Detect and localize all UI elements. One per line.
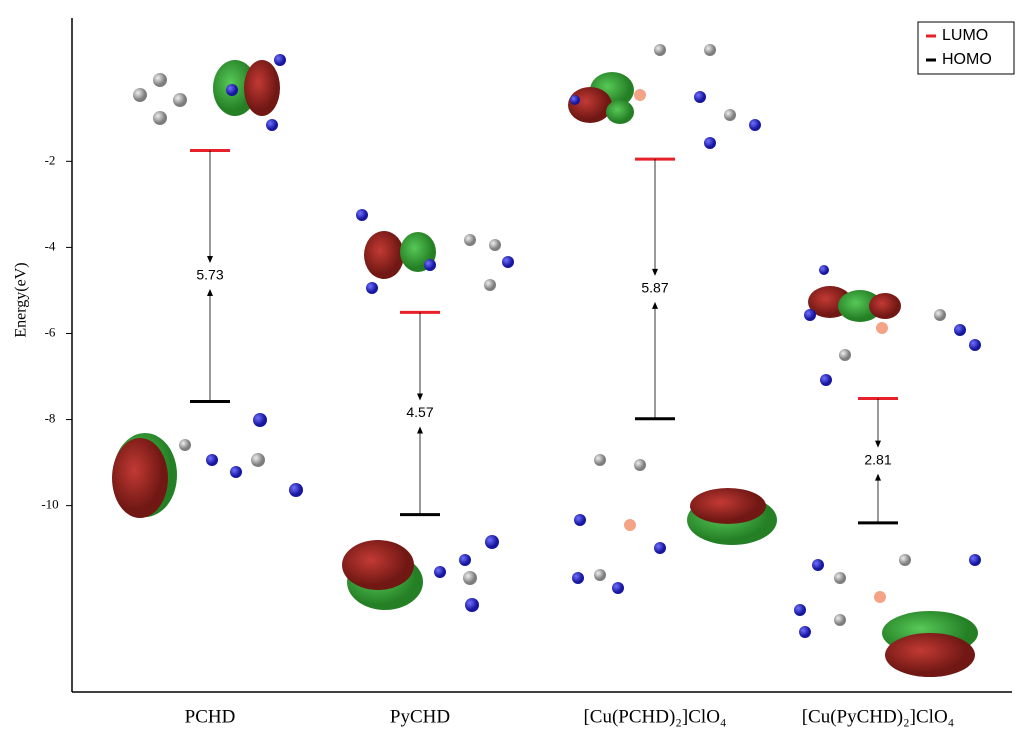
y-tick-label: -4: [45, 238, 56, 253]
legend-label: LUMO: [942, 27, 988, 44]
arrow-head: [652, 302, 658, 309]
gap-label: 5.87: [641, 280, 668, 296]
x-tick-label: PCHD: [185, 706, 236, 727]
arrow-head: [875, 441, 881, 448]
gap-label: 5.73: [196, 267, 223, 283]
x-tick-label: PyCHD: [390, 706, 450, 727]
chart: Energy(eV) -2 -4 -6 -8 -10 PCHD 5.73 PyCHD 4.57 […: [0, 0, 1017, 736]
x-tick-label: [Cu(PCHD)₂]ClO₄: [583, 706, 726, 727]
y-tick-label: -6: [45, 324, 56, 339]
molecule-art: [112, 44, 981, 677]
arrow-head: [652, 269, 658, 276]
gap-label: 2.81: [864, 451, 891, 467]
arrow-head: [417, 427, 423, 434]
x-tick-label: [Cu(PyCHD)₂]ClO₄: [802, 706, 955, 727]
y-tick-label: -2: [45, 152, 56, 167]
y-tick-label: -8: [45, 411, 56, 426]
y-tick-label: -10: [41, 497, 58, 512]
arrow-head: [875, 474, 881, 481]
arrow-head: [417, 394, 423, 401]
y-axis-label: Energy(eV): [13, 262, 30, 337]
arrow-head: [207, 256, 213, 263]
arrow-head: [207, 289, 213, 296]
gap-label: 4.57: [406, 404, 433, 420]
legend-label: HOMO: [942, 51, 992, 68]
